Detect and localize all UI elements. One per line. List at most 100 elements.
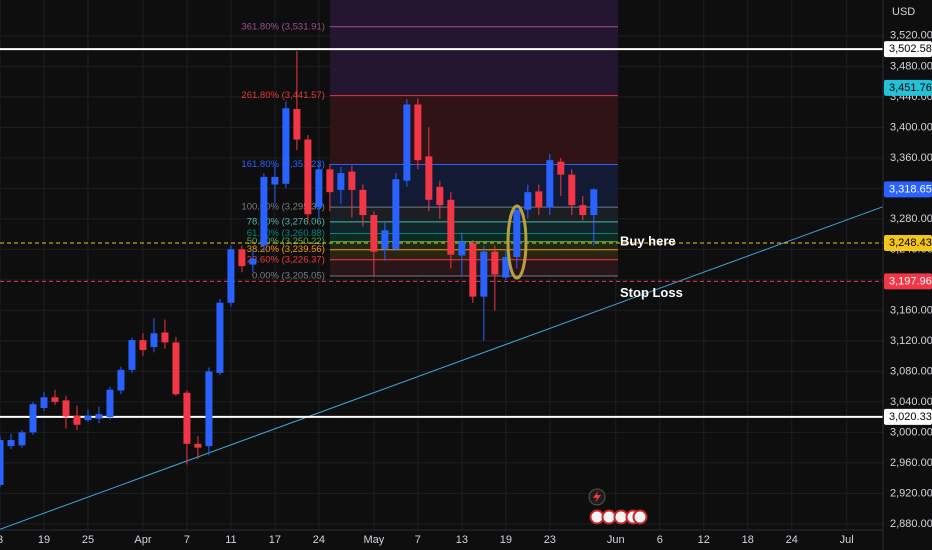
- fib-band: [329, 207, 618, 222]
- x-tick-label: 6: [657, 534, 663, 546]
- x-tick-label: 7: [415, 534, 421, 546]
- candle-body: [106, 389, 114, 418]
- y-tick-label: 3,160.00: [890, 304, 932, 316]
- candle-body: [51, 397, 59, 402]
- fib-label: 78.60% (3,276.06): [247, 216, 325, 227]
- candles-layer: [0, 51, 598, 488]
- candle-body: [282, 108, 290, 184]
- y-tick-label: 3,120.00: [890, 335, 932, 347]
- candle-body: [194, 443, 202, 448]
- candle-body: [62, 400, 70, 417]
- candle-body: [546, 160, 554, 208]
- price-tag: [884, 273, 932, 290]
- y-tick-label: 3,040.00: [890, 396, 932, 408]
- price-tag-label: 3,248.43: [889, 237, 932, 249]
- x-tick-label: 24: [786, 534, 798, 546]
- y-tick-label: 2,960.00: [890, 457, 932, 469]
- candle-body: [414, 104, 422, 161]
- candle-body: [172, 342, 180, 395]
- candle-body: [260, 176, 268, 246]
- fib-label: 61.80% (3,260.88): [247, 228, 325, 239]
- price-tag-label: 3,502.58: [889, 43, 932, 55]
- candle-body: [381, 230, 389, 250]
- x-tick-label: 13: [456, 534, 468, 546]
- fib-label: 38.20% (3,239.56): [247, 244, 325, 255]
- candle-body: [425, 156, 433, 200]
- price-tag: [884, 408, 932, 425]
- candle-body: [128, 340, 136, 370]
- event-icons[interactable]: [588, 488, 648, 525]
- fib-label: 100.00% (3,295.39): [241, 202, 324, 213]
- candle-body: [304, 139, 312, 215]
- candle-body: [524, 192, 532, 210]
- price-tag: [884, 41, 932, 58]
- currency-label: USD: [892, 6, 915, 18]
- candle-body: [0, 440, 4, 486]
- candle-body: [249, 258, 257, 265]
- x-tick-label: 17: [269, 534, 281, 546]
- x-tick-label: May: [363, 534, 384, 546]
- y-tick-label: 3,080.00: [890, 365, 932, 377]
- x-tick-label: 3: [0, 534, 3, 546]
- x-tick-label: 12: [698, 534, 710, 546]
- candle-body: [73, 415, 81, 425]
- candle-body: [216, 302, 224, 373]
- price-tag: [884, 79, 932, 96]
- y-tick-label: 2,880.00: [890, 518, 932, 530]
- candle-body: [183, 392, 191, 444]
- candle-body: [7, 440, 15, 447]
- candle-body: [337, 173, 345, 190]
- price-tag-label: 3,318.65: [889, 183, 932, 195]
- candle-body: [502, 256, 510, 278]
- candle-body: [447, 199, 455, 255]
- candle-body: [293, 109, 301, 140]
- fib-label: 50.00% (3,250.22): [247, 236, 325, 247]
- x-tick-label: 18: [742, 534, 754, 546]
- candle-body: [370, 215, 378, 252]
- candle-body: [238, 249, 246, 267]
- candle-body: [480, 251, 488, 297]
- candle-body: [315, 169, 323, 208]
- candle-body: [205, 371, 213, 447]
- fib-band: [329, 0, 618, 96]
- x-tick-label: 11: [225, 534, 236, 546]
- x-tick-label: 23: [544, 534, 556, 546]
- x-tick-label: 25: [82, 534, 94, 546]
- candle-body: [513, 209, 521, 257]
- fib-label: 361.80% (3,531.91): [241, 21, 324, 32]
- x-tick-label: 19: [38, 534, 50, 546]
- y-tick-label: 3,400.00: [890, 121, 932, 133]
- candle-body: [469, 243, 477, 297]
- price-tag-label: 3,197.96: [889, 275, 932, 287]
- fib-label: 23.60% (3,226.37): [247, 254, 325, 265]
- x-tick-label: Jun: [607, 534, 625, 546]
- candle-body: [29, 404, 37, 433]
- price-tag: [884, 234, 932, 251]
- candle-body: [326, 169, 334, 193]
- trendline: [0, 206, 884, 530]
- candle-body: [535, 191, 543, 208]
- candle-body: [271, 176, 279, 185]
- candle-body: [392, 179, 400, 250]
- candle-body: [403, 104, 411, 181]
- fib-label: 261.80% (3,441.57): [241, 90, 324, 101]
- x-tick-label: 19: [500, 534, 512, 546]
- candle-body: [139, 340, 147, 351]
- candle-body: [117, 369, 125, 391]
- line-note: Buy here: [620, 233, 676, 248]
- fib-band: [329, 221, 618, 234]
- axis-layer: 2,880.00 2,920.00 2,960.00 3,000.00 3,040.00…: [0, 30, 932, 546]
- price-tag: [884, 181, 932, 198]
- candle-body: [150, 333, 158, 347]
- candle-body: [84, 415, 92, 421]
- fib-band: [329, 233, 618, 242]
- candle-body: [436, 186, 444, 206]
- flag-icon[interactable]: [632, 509, 648, 525]
- candle-body: [491, 251, 499, 275]
- x-tick-label: Jul: [840, 534, 854, 546]
- price-tag-label: 3,451.76: [889, 82, 932, 94]
- line-note: Stop Loss: [620, 285, 683, 300]
- x-tick-label: Apr: [134, 534, 151, 546]
